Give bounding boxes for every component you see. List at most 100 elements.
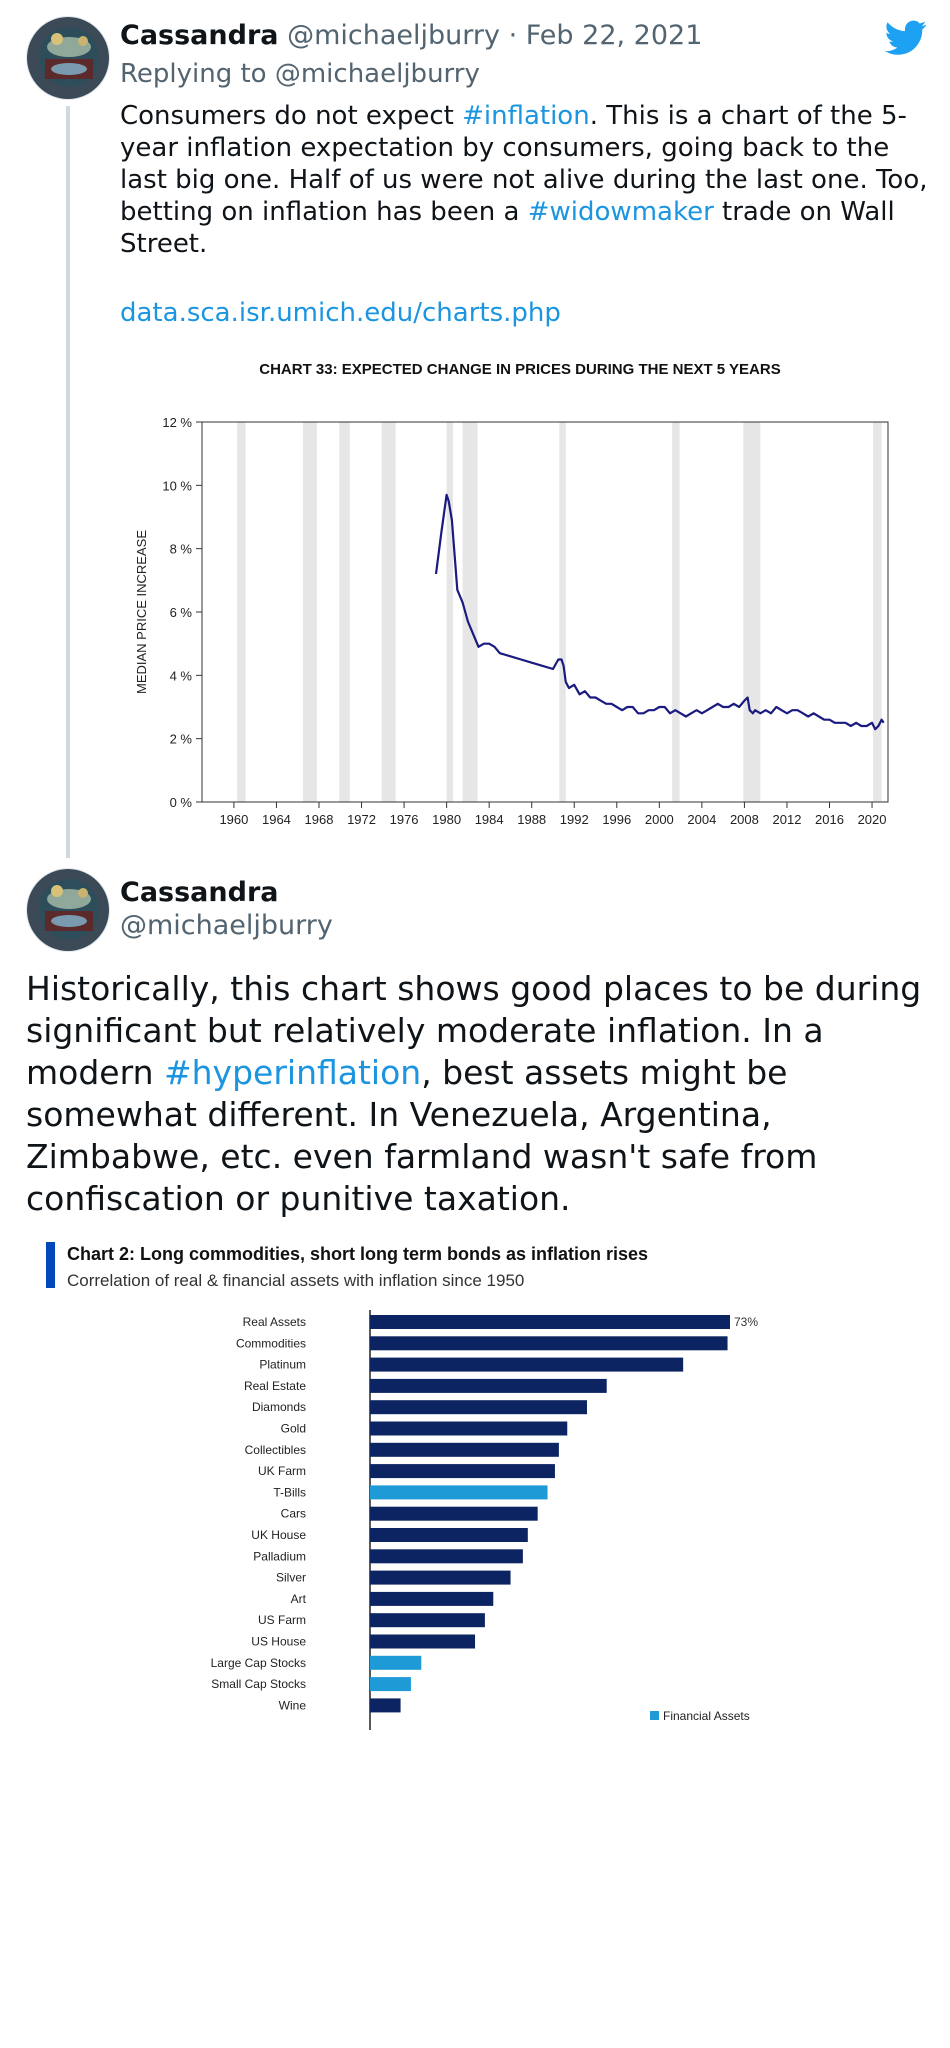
- chart-correlation-assets[interactable]: Chart 2: Long commodities, short long te…: [40, 1240, 780, 1730]
- category-label: Platinum: [259, 1358, 306, 1372]
- tweet-text-segment: . This is a chart of the 5-year inflatio…: [120, 101, 928, 227]
- avatar[interactable]: [26, 868, 110, 952]
- category-label: Wine: [279, 1698, 307, 1712]
- category-label: UK Farm: [258, 1464, 306, 1478]
- bar: [370, 1421, 568, 1436]
- avatar-image: [27, 17, 109, 99]
- author-name[interactable]: Cassandra: [120, 20, 279, 51]
- twitter-bird-icon[interactable]: [884, 20, 927, 56]
- category-label: Collectibles: [245, 1443, 306, 1457]
- recession-band: [559, 422, 566, 802]
- author-name[interactable]: Cassandra: [120, 877, 279, 908]
- hashtag-widowmaker[interactable]: #widowmaker: [527, 197, 714, 227]
- author-handle[interactable]: @michaeljburry: [120, 910, 333, 941]
- bar: [370, 1613, 485, 1628]
- y-tick-label: 8 %: [170, 542, 193, 557]
- x-tick-label: 1976: [390, 812, 419, 827]
- replying-to: Replying to @michaeljburry: [120, 59, 480, 89]
- tweet-text-segment: Historically, this chart shows good plac…: [26, 969, 922, 1092]
- bar: [370, 1549, 523, 1564]
- y-tick-label: 12 %: [162, 415, 192, 430]
- line-chart-svg: CHART 33: EXPECTED CHANGE IN PRICES DURI…: [134, 361, 889, 827]
- avatar[interactable]: [26, 16, 110, 100]
- recession-band: [873, 422, 882, 802]
- legend-label: Financial Assets: [663, 1709, 750, 1723]
- x-tick-label: 1968: [305, 812, 334, 827]
- category-label: Gold: [281, 1422, 306, 1436]
- bar: [370, 1336, 728, 1351]
- x-tick-label: 2012: [773, 812, 802, 827]
- chart-expected-prices[interactable]: CHART 33: EXPECTED CHANGE IN PRICES DURI…: [120, 350, 920, 842]
- x-tick-label: 1992: [560, 812, 589, 827]
- recession-band: [672, 422, 680, 802]
- hashtag-hyperinflation[interactable]: #hyperinflation: [163, 1053, 422, 1092]
- x-tick-label: 1988: [517, 812, 546, 827]
- category-label: US Farm: [258, 1613, 306, 1627]
- category-label: Diamonds: [252, 1400, 306, 1414]
- replying-to-handle[interactable]: @michaeljburry: [274, 59, 480, 89]
- category-label: Large Cap Stocks: [211, 1656, 306, 1670]
- recession-band: [381, 422, 396, 802]
- tweet1-text: Consumers do not expect #inflation. This…: [120, 100, 935, 260]
- bar: [370, 1528, 528, 1542]
- tweet-text-segment: trade on Wall Street.: [120, 197, 895, 259]
- x-tick-label: 2020: [858, 812, 887, 827]
- recession-band: [303, 422, 317, 802]
- category-label: UK House: [251, 1528, 306, 1542]
- bar: [370, 1634, 476, 1649]
- bar: [370, 1464, 555, 1479]
- recession-band: [237, 422, 246, 802]
- hashtag-inflation[interactable]: #inflation: [462, 101, 590, 131]
- category-label: Commodities: [236, 1336, 306, 1350]
- bar: [370, 1570, 511, 1585]
- x-tick-label: 2000: [645, 812, 674, 827]
- x-tick-label: 2008: [730, 812, 759, 827]
- bar: [370, 1591, 494, 1606]
- tweet1-header: Cassandra @michaeljburry · Feb 22, 2021: [120, 20, 702, 51]
- x-tick-label: 1996: [602, 812, 631, 827]
- bar: [370, 1677, 411, 1692]
- tweet2-text: Historically, this chart shows good plac…: [26, 968, 936, 1220]
- recession-band: [743, 422, 761, 802]
- chart-title: Chart 2: Long commodities, short long te…: [67, 1244, 648, 1264]
- tweet-date[interactable]: Feb 22, 2021: [525, 20, 703, 51]
- x-tick-label: 1984: [475, 812, 504, 827]
- category-label: Palladium: [253, 1549, 306, 1563]
- category-label: Art: [291, 1592, 307, 1606]
- replying-to-label: Replying to: [120, 59, 267, 89]
- tweet-link[interactable]: data.sca.isr.umich.edu/charts.php: [120, 298, 561, 328]
- author-handle[interactable]: @michaeljburry: [287, 20, 500, 51]
- thread-connector: [66, 106, 70, 858]
- tweet-text-segment: Consumers do not expect: [120, 101, 463, 131]
- y-tick-label: 2 %: [170, 732, 193, 747]
- avatar-image: [27, 869, 109, 951]
- y-axis-label: MEDIAN PRICE INCREASE: [134, 530, 149, 694]
- recession-band: [339, 422, 350, 802]
- bar: [370, 1698, 401, 1713]
- x-tick-label: 1960: [219, 812, 248, 827]
- category-label: Silver: [276, 1571, 306, 1585]
- bar: [370, 1442, 559, 1457]
- category-label: Real Assets: [243, 1315, 306, 1329]
- x-tick-label: 1980: [432, 812, 461, 827]
- bar: [370, 1655, 422, 1670]
- x-tick-label: 1972: [347, 812, 376, 827]
- x-tick-label: 2004: [687, 812, 716, 827]
- y-tick-label: 4 %: [170, 668, 193, 683]
- chart-subtitle: Correlation of real & financial assets w…: [67, 1271, 524, 1290]
- legend-swatch: [650, 1711, 659, 1720]
- chart-title: CHART 33: EXPECTED CHANGE IN PRICES DURI…: [259, 361, 780, 378]
- title-accent-bar: [46, 1242, 55, 1288]
- category-label: Cars: [281, 1507, 306, 1521]
- data-label: 73%: [734, 1315, 758, 1329]
- bar: [370, 1315, 730, 1329]
- bar-chart-svg: Chart 2: Long commodities, short long te…: [46, 1242, 758, 1730]
- tweet-text-segment: , best assets might be somewhat differen…: [26, 1053, 818, 1218]
- bar: [370, 1357, 684, 1372]
- x-tick-label: 2016: [815, 812, 844, 827]
- bar: [370, 1400, 587, 1415]
- separator-dot: ·: [508, 20, 518, 51]
- category-label: Small Cap Stocks: [211, 1677, 306, 1691]
- series-line: [434, 493, 885, 731]
- bar: [370, 1485, 548, 1500]
